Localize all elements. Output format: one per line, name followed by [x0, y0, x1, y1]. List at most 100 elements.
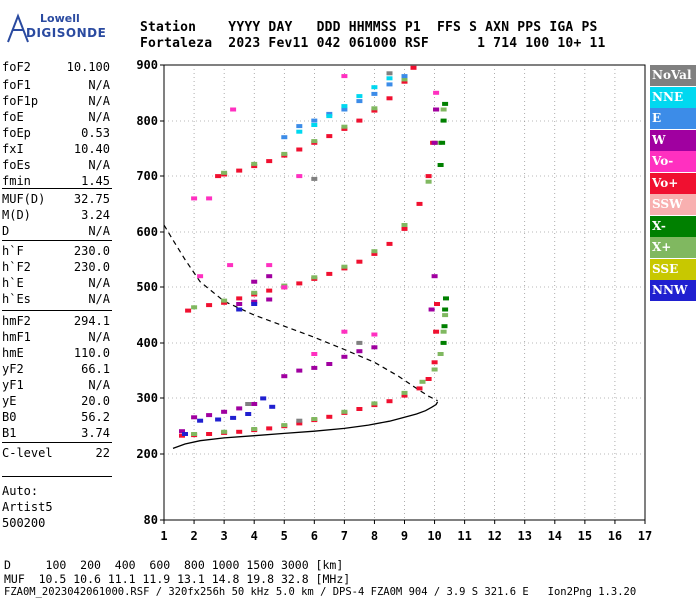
echo-point-x [419, 379, 426, 384]
auto-scaler-l2: Artist5 [2, 500, 53, 514]
logo-lowell: Lowell [40, 12, 80, 25]
param-value: 3.74 [81, 426, 110, 440]
param-value: N/A [88, 78, 110, 92]
echo-point-nnw [236, 307, 243, 312]
param-row-foep: foEp 0.53 [2, 126, 110, 142]
echo-point-vo [206, 432, 213, 436]
param-value: 110.0 [73, 346, 110, 360]
echo-point-w [428, 307, 435, 312]
echo-point-vo [230, 107, 237, 112]
echo-point-vo [206, 196, 213, 201]
param-row-foe: foE N/A [2, 110, 110, 126]
echo-point-nne [326, 114, 333, 119]
x-tick-label: 15 [578, 529, 592, 543]
param-value: N/A [88, 224, 110, 238]
panel-divider [2, 240, 112, 241]
param-value: 230.0 [73, 260, 110, 274]
echo-point-vo [401, 79, 408, 84]
param-label: MUF(D) [2, 192, 46, 206]
legend-item-w: W [650, 129, 696, 151]
param-label: M(D) [2, 208, 31, 222]
echo-point-nne [296, 129, 303, 134]
echo-point-vo [266, 263, 273, 268]
param-label: h`F2 [2, 260, 31, 274]
echo-point-nnw [251, 302, 258, 306]
echo-point-e [401, 74, 408, 79]
echo-point-x [401, 223, 408, 227]
panel-divider [2, 310, 112, 311]
param-row-he: h`E N/A [2, 276, 110, 292]
param-row-b1: B1 3.74 [2, 426, 110, 442]
echo-point-w [221, 409, 228, 414]
param-label: C-level [2, 446, 53, 460]
param-row-ye: yE 20.0 [2, 394, 110, 410]
param-row-fof1: foF1 N/A [2, 78, 110, 94]
echo-point-x [191, 432, 198, 436]
digisonde-logo: Lowell DIGISONDE [6, 8, 126, 48]
legend-item-noval: NoVal [650, 65, 696, 86]
echo-point-vo [197, 274, 204, 279]
legend-item-x: X+ [650, 237, 696, 258]
echo-point-x [437, 352, 444, 356]
echo-point-w [236, 302, 243, 306]
legend-item-nne: NNE [650, 86, 696, 108]
echo-point-vo [236, 168, 243, 173]
echo-point-nne [311, 123, 318, 127]
echo-point-vo [191, 196, 198, 201]
echo-point-vo [251, 164, 258, 169]
echo-point-nnw [197, 418, 204, 423]
echo-point-e [296, 124, 303, 129]
echo-point-vo [371, 108, 378, 113]
echo-point-x [425, 179, 432, 184]
param-row-hmf2: hmF2 294.1 [2, 314, 110, 330]
echo-point-vo [356, 118, 363, 123]
y-tick-label: 300 [136, 391, 158, 405]
echo-point-x [251, 427, 258, 431]
param-row-d: D N/A [2, 224, 110, 240]
echo-point-vo [416, 386, 423, 391]
echo-point-vo [266, 159, 273, 164]
x-tick-label: 3 [221, 529, 228, 543]
echo-point-noval [386, 71, 393, 76]
x-tick-label: 7 [341, 529, 348, 543]
echo-point-vo [296, 147, 303, 152]
x-tick-label: 13 [518, 529, 532, 543]
param-row-fmin: fmin 1.45 [2, 174, 110, 190]
echo-point-x [442, 307, 449, 312]
electron-density-profile-line [172, 401, 439, 450]
echo-point-e [281, 135, 288, 140]
param-label: h`E [2, 276, 24, 290]
echo-point-vo [341, 329, 348, 334]
param-row-mufd: MUF(D) 32.75 [2, 192, 110, 208]
echo-point-x [441, 324, 448, 329]
echo-point-vo [311, 352, 318, 356]
echo-point-x [440, 340, 447, 345]
echo-point-e [356, 99, 363, 104]
param-row-fof2: foF2 10.100 [2, 60, 110, 76]
echo-point-nnw [230, 415, 237, 420]
echo-point-vo [227, 263, 234, 268]
param-row-fxi: fxI 10.40 [2, 142, 110, 158]
auto-scaler-l3: 500200 [2, 516, 46, 530]
legend-item-x: X- [650, 215, 696, 237]
echo-point-vo [356, 407, 363, 411]
echo-point-vo [281, 285, 288, 290]
echo-point-w [179, 429, 185, 434]
echo-point-x [311, 139, 318, 144]
param-label: fxI [2, 142, 24, 156]
echo-point-x [311, 417, 318, 421]
echo-point-vo [206, 303, 213, 308]
param-label: yF1 [2, 378, 24, 392]
echo-point-x [443, 296, 449, 301]
echo-point-w [371, 345, 378, 350]
y-tick-label: 700 [136, 169, 158, 183]
param-label: foEp [2, 126, 31, 140]
echo-point-vo [356, 259, 363, 264]
echo-point-x [191, 305, 198, 310]
echo-point-vo [296, 281, 303, 286]
echo-point-x [251, 290, 258, 295]
echo-point-x [431, 367, 438, 372]
echo-point-x [341, 124, 348, 129]
param-row-yf1: yF1 N/A [2, 378, 110, 394]
